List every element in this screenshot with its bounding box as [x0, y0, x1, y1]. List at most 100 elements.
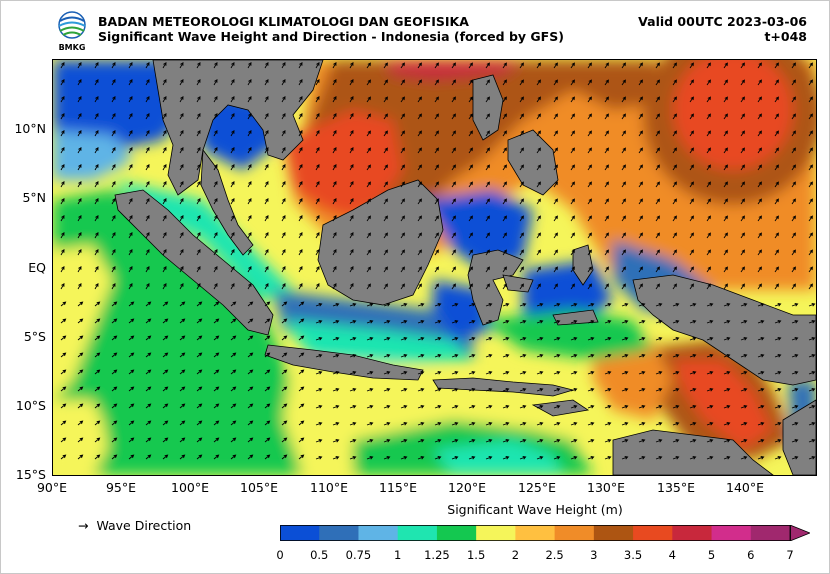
direction-arrow [179, 301, 186, 307]
direction-arrow [196, 369, 203, 375]
direction-arrow [791, 303, 799, 307]
direction-arrow [791, 283, 796, 290]
direction-arrow [349, 95, 354, 103]
direction-arrow [434, 405, 442, 409]
direction-arrow [145, 386, 152, 392]
direction-arrow [162, 231, 167, 239]
direction-arrow [179, 197, 184, 205]
direction-arrow [587, 266, 592, 273]
direction-arrow [706, 130, 711, 137]
lon-label-125e: 125°E [517, 480, 557, 495]
direction-arrow [468, 266, 473, 273]
direction-arrow [111, 386, 118, 392]
direction-arrow [196, 386, 203, 392]
direction-arrow [111, 403, 118, 409]
direction-arrow [349, 112, 354, 120]
direction-arrow [553, 283, 558, 290]
direction-arrow [757, 405, 765, 409]
direction-arrow [774, 456, 782, 460]
direction-arrow [111, 454, 118, 460]
direction-arrow [502, 249, 507, 256]
direction-arrow [400, 164, 405, 171]
direction-arrow [196, 420, 203, 426]
direction-arrow [247, 403, 254, 409]
direction-arrow [468, 249, 473, 256]
direction-arrow [757, 456, 765, 460]
direction-arrow [604, 232, 609, 239]
direction-arrow [689, 320, 697, 324]
direction-arrow [94, 437, 101, 443]
direction-arrow [536, 62, 541, 69]
direction-arrow [145, 129, 150, 137]
direction-arrow [672, 249, 677, 256]
direction-arrow [145, 180, 150, 188]
direction-arrow [315, 282, 320, 290]
direction-arrow [757, 198, 762, 205]
direction-arrow [536, 439, 544, 443]
direction-arrow [689, 337, 697, 341]
direction-arrow [77, 420, 84, 426]
arrow-right-icon: → [78, 518, 89, 533]
direction-arrow [383, 198, 388, 205]
direction-arrow [774, 79, 779, 86]
direction-arrow [247, 301, 254, 307]
direction-arrow [723, 405, 731, 409]
direction-arrow [519, 439, 527, 443]
valid-block: Valid 00UTC 2023-03-06 t+048 [638, 14, 807, 44]
direction-arrow [315, 265, 320, 273]
direction-arrow [128, 352, 135, 358]
colorbar-tick-label: 0.75 [345, 548, 372, 562]
direction-arrow [417, 439, 425, 443]
direction-arrow [774, 405, 782, 409]
direction-arrow [451, 405, 459, 409]
direction-arrow [94, 420, 101, 426]
direction-arrow [281, 214, 286, 222]
direction-arrow [434, 79, 439, 86]
lat-label-5n: 5°N [22, 190, 46, 205]
direction-arrow [213, 180, 218, 188]
direction-arrow [162, 420, 169, 426]
direction-arrow [757, 215, 762, 222]
direction-arrow [757, 113, 762, 120]
direction-arrow [723, 320, 731, 324]
direction-arrow [281, 95, 286, 103]
direction-arrow [502, 266, 507, 273]
direction-arrow [519, 320, 527, 324]
direction-arrow [791, 96, 796, 103]
direction-arrow [349, 197, 354, 205]
direction-arrow [587, 422, 595, 426]
direction-arrow [757, 337, 765, 341]
direction-arrow [655, 388, 663, 392]
direction-arrow [808, 96, 813, 103]
direction-arrow [77, 78, 82, 86]
direction-arrow [451, 422, 459, 426]
direction-arrow [485, 266, 490, 273]
direction-arrow [366, 266, 371, 273]
direction-arrow [434, 198, 439, 205]
direction-arrow [349, 163, 354, 171]
direction-arrow [196, 163, 201, 171]
direction-arrow [298, 78, 303, 86]
product-title: Significant Wave Height and Direction - … [98, 29, 564, 44]
direction-arrow [111, 95, 116, 103]
direction-arrow [77, 318, 84, 324]
valid-time: Valid 00UTC 2023-03-06 [638, 14, 807, 29]
direction-arrow [213, 112, 218, 120]
direction-arrow [281, 197, 286, 205]
direction-arrow [723, 130, 728, 137]
lon-label-135e: 135°E [656, 480, 696, 495]
direction-arrow [298, 369, 305, 375]
colorbar-cell [750, 525, 791, 541]
direction-arrow [332, 265, 337, 273]
direction-arrow [383, 96, 388, 103]
direction-arrow [145, 214, 150, 222]
direction-arrow [366, 456, 374, 460]
direction-arrow [213, 146, 218, 154]
direction-arrow [179, 454, 186, 460]
direction-arrow [485, 422, 493, 426]
direction-arrow [264, 248, 269, 256]
lat-label-eq: EQ [28, 260, 46, 275]
direction-arrow [196, 78, 201, 86]
direction-arrow [553, 96, 558, 103]
direction-arrow [366, 62, 371, 69]
